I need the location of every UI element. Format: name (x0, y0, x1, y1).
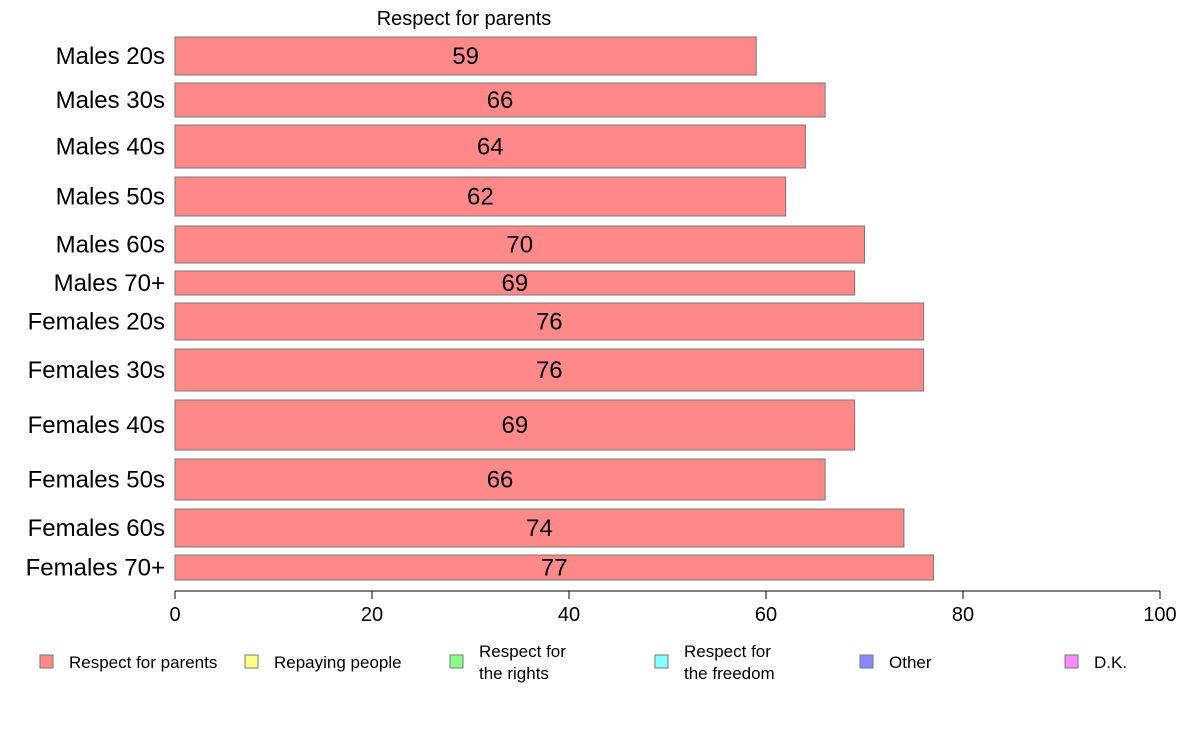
legend-swatch (39, 654, 54, 669)
legend-swatch (859, 654, 874, 669)
x-tick-label: 0 (169, 604, 180, 626)
bar (174, 270, 856, 296)
x-tick-label: 40 (558, 604, 580, 626)
bar-value-label: 69 (501, 270, 528, 297)
legend-label: Other (889, 653, 932, 672)
bar-value-label: 70 (506, 232, 533, 259)
bars-group: 59 Males 20s 66 Males 30s 64 Males 40s 62 Males… (26, 36, 934, 582)
bar-value-label: 64 (477, 134, 504, 161)
bar (174, 82, 826, 118)
bar (174, 458, 826, 501)
legend: Respect for parents Repaying people Respec… (39, 642, 1127, 683)
category-label: Males 50s (56, 184, 165, 211)
bar-value-label: 76 (536, 309, 563, 336)
legend-swatch (244, 654, 259, 669)
legend-swatch (1064, 654, 1079, 669)
legend-label: Respect for the freedom (684, 642, 775, 683)
x-axis: 0 20 40 60 80 100 (169, 590, 1177, 626)
category-label: Males 70+ (54, 270, 165, 297)
x-tick-label: 60 (755, 604, 777, 626)
bar (174, 225, 865, 264)
category-label: Males 20s (56, 43, 165, 70)
chart-title: Respect for parents (377, 8, 552, 30)
bar-value-label: 74 (526, 515, 553, 542)
bar-value-label: 62 (467, 184, 494, 211)
category-label: Females 30s (28, 357, 165, 384)
legend-label: D.K. (1094, 653, 1127, 672)
bar-value-label: 77 (541, 555, 568, 582)
bar-value-label: 66 (487, 467, 514, 494)
category-label: Males 40s (56, 134, 165, 161)
category-label: Females 60s (28, 515, 165, 542)
category-label: Females 20s (28, 309, 165, 336)
bar (174, 348, 925, 392)
legend-label: Respect for the rights (479, 642, 566, 683)
category-label: Females 40s (28, 412, 165, 439)
category-label: Males 60s (56, 232, 165, 259)
x-tick-label: 20 (361, 604, 383, 626)
category-label: Females 70+ (26, 555, 165, 582)
legend-swatch (654, 654, 669, 669)
bar (174, 508, 905, 548)
legend-label: Repaying people (274, 653, 402, 672)
bar-value-label: 66 (487, 87, 514, 114)
x-tick-label: 100 (1143, 604, 1176, 626)
bar (174, 302, 925, 341)
bar (174, 399, 856, 451)
category-label: Females 50s (28, 467, 165, 494)
bar-value-label: 76 (536, 357, 563, 384)
bar (174, 176, 787, 217)
bar (174, 36, 757, 76)
legend-label: Respect for parents (69, 653, 217, 672)
bar (174, 554, 934, 581)
bar-value-label: 59 (452, 43, 479, 70)
bar-value-label: 69 (501, 412, 528, 439)
legend-swatch (449, 654, 464, 669)
category-label: Males 30s (56, 87, 165, 114)
x-tick-label: 80 (952, 604, 974, 626)
bar (174, 124, 806, 169)
